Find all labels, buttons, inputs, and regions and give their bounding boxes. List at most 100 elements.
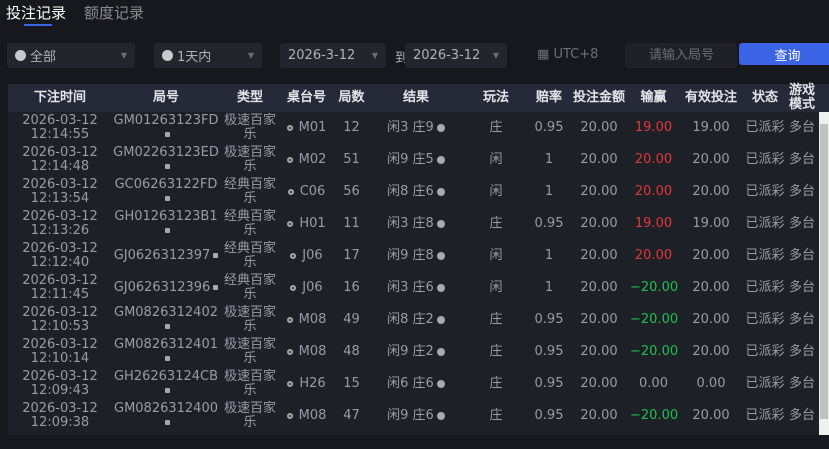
play-type: 闲 [489,152,503,167]
table-value: M02 [298,152,327,167]
status: 已派彩 [745,280,785,295]
column-header[interactable]: 有效投注 [684,90,737,105]
play-type: 庄 [489,216,503,231]
win-loss: 19.00 [634,216,673,231]
result-value: 闲9 庄8 [387,248,434,263]
tab-bet-records[interactable]: 投注记录 [6,2,66,26]
bet-time: 2026-03-12 12:14:48 [8,146,112,174]
column-header[interactable]: 结果 [402,90,429,105]
copy-icon[interactable] [165,196,170,201]
column-header[interactable]: 玩法 [482,90,509,105]
info-icon[interactable] [436,379,445,388]
info-icon[interactable] [436,347,445,356]
column-header[interactable]: 桌台号 [286,90,326,105]
table-row[interactable]: 2026-03-12 12:13:54 GC06263122FD 经典百家乐 C0… [8,176,829,208]
info-icon[interactable] [436,251,445,260]
table-no: M01 [280,121,333,135]
round-search-input[interactable] [625,43,737,68]
type-select[interactable]: 全部 ▼ [7,43,135,68]
info-icon[interactable] [436,283,445,292]
odds: 0.95 [534,408,564,423]
win-loss: 20.00 [634,248,673,263]
round-id: GH01263123B1 [112,210,220,238]
copy-icon[interactable] [213,285,219,290]
bet-clock: 12:14:55 [30,127,90,142]
bet-amount: 20.00 [580,152,618,167]
column-header[interactable]: 游戏模式 [788,83,815,112]
status: 已派彩 [745,216,785,231]
game-mode: 多台 [788,344,815,359]
odds: 1 [544,280,554,295]
valid-bet: 0.00 [696,376,726,391]
range-select[interactable]: 1天内 ▼ [154,43,262,68]
result: 闲9 庄2 [370,345,462,359]
info-icon[interactable] [436,411,445,420]
copy-icon[interactable] [165,420,170,425]
table-row[interactable]: 2026-03-12 12:14:48 GM02263123ED 极速百家乐 M0… [8,144,829,176]
bet-date: 2026-03-12 [22,369,98,384]
column-header[interactable]: 状态 [751,90,778,105]
valid-bet: 20.00 [692,312,730,327]
copy-icon[interactable] [213,253,219,258]
copy-icon[interactable] [165,356,170,361]
info-icon[interactable] [436,155,445,164]
column-header[interactable]: 赔率 [535,90,562,105]
scrollbar-thumb[interactable] [820,124,828,419]
date-to-select[interactable]: 2026-3-12 ▼ [405,43,507,68]
round-count: 48 [343,344,360,359]
table-row[interactable]: 2026-03-12 12:10:14 GM0826312401 极速百家乐 M0… [8,336,829,368]
odds: 0.95 [534,344,564,359]
result: 闲3 庄6 [370,281,462,295]
valid-bet: 20.00 [692,184,730,199]
bet-date: 2026-03-12 [22,305,98,320]
table-icon [286,412,293,419]
query-button[interactable]: 查询 [739,43,829,65]
tab-credit-records[interactable]: 额度记录 [84,4,145,22]
column-header[interactable]: 下注时间 [33,90,86,105]
info-icon[interactable] [436,315,445,324]
odds: 0.95 [534,216,564,231]
status: 已派彩 [745,408,785,423]
game-type: 极速百家乐 [223,305,276,334]
scrollbar[interactable] [819,112,829,435]
result: 闲6 庄6 [370,377,462,391]
copy-icon[interactable] [165,228,170,233]
date-from-select[interactable]: 2026-3-12 ▼ [280,43,386,68]
table-row[interactable]: 2026-03-12 12:09:38 GM0826312400 极速百家乐 M0… [8,400,829,432]
info-icon[interactable] [436,219,445,228]
table-row[interactable]: 2026-03-12 12:13:26 GH01263123B1 经典百家乐 H0… [8,208,829,240]
game-mode: 多台 [788,376,815,391]
column-header[interactable]: 类型 [236,90,263,105]
odds: 0.95 [534,376,564,391]
copy-icon[interactable] [165,132,170,137]
odds: 1 [544,248,554,263]
game-mode: 多台 [788,248,815,263]
copy-icon[interactable] [165,388,170,393]
game-mode: 多台 [788,120,815,135]
table-row[interactable]: 2026-03-12 12:14:55 GM01263123FD 极速百家乐 M0… [8,112,829,144]
table-row[interactable]: 2026-03-12 12:09:43 GH26263124CB 极速百家乐 H2… [8,368,829,400]
info-icon[interactable] [436,187,445,196]
info-icon[interactable] [436,123,445,132]
clock-icon [162,50,173,61]
bet-records-table: 下注时间 局号 类型 桌台号 局数 结果 玩法 赔率 投注金额 输赢 有效投注 状态 游戏模式 2026… [8,84,829,435]
table-row[interactable]: 2026-03-12 12:12:40 GJ0626312397 经典百家乐 J0… [8,240,829,272]
table-row[interactable]: 2026-03-12 12:11:45 GJ0626312396 经典百家乐 J0… [8,272,829,304]
column-header[interactable]: 输赢 [640,90,667,105]
play-type: 庄 [489,344,503,359]
column-header[interactable]: 投注金额 [572,90,625,105]
game-mode: 多台 [788,152,815,167]
round-value: GM01263123FD [113,113,219,128]
game-type: 极速百家乐 [223,401,276,430]
round-count: 51 [343,152,360,167]
valid-bet: 20.00 [692,344,730,359]
column-header[interactable]: 局号 [152,90,179,105]
copy-icon[interactable] [165,164,170,169]
play-type: 闲 [489,248,503,263]
bet-time: 2026-03-12 12:13:54 [8,178,112,206]
result-value: 闲3 庄9 [387,120,434,135]
column-header[interactable]: 局数 [338,90,365,105]
table-no: C06 [280,185,333,199]
table-row[interactable]: 2026-03-12 12:10:53 GM0826312402 极速百家乐 M0… [8,304,829,336]
copy-icon[interactable] [165,324,170,329]
